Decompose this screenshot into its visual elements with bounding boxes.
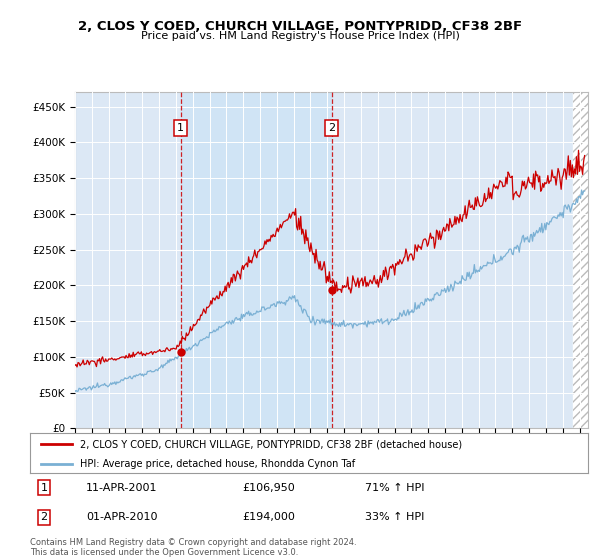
Text: £194,000: £194,000	[242, 512, 295, 522]
Text: 33% ↑ HPI: 33% ↑ HPI	[365, 512, 424, 522]
Text: HPI: Average price, detached house, Rhondda Cynon Taf: HPI: Average price, detached house, Rhon…	[80, 459, 355, 469]
Bar	[572, 92, 588, 428]
Text: 2: 2	[328, 123, 335, 133]
Text: 2, CLOS Y COED, CHURCH VILLAGE, PONTYPRIDD, CF38 2BF (detached house): 2, CLOS Y COED, CHURCH VILLAGE, PONTYPRI…	[80, 439, 463, 449]
Text: 2: 2	[40, 512, 47, 522]
Text: 2, CLOS Y COED, CHURCH VILLAGE, PONTYPRIDD, CF38 2BF: 2, CLOS Y COED, CHURCH VILLAGE, PONTYPRI…	[78, 20, 522, 32]
Text: 11-APR-2001: 11-APR-2001	[86, 483, 157, 493]
Bar	[572, 92, 588, 428]
Text: 1: 1	[40, 483, 47, 493]
Bar	[181, 92, 331, 428]
Text: 1: 1	[177, 123, 184, 133]
Text: Contains HM Land Registry data © Crown copyright and database right 2024.
This d: Contains HM Land Registry data © Crown c…	[30, 538, 356, 557]
Text: Price paid vs. HM Land Registry's House Price Index (HPI): Price paid vs. HM Land Registry's House …	[140, 31, 460, 41]
Text: 71% ↑ HPI: 71% ↑ HPI	[365, 483, 424, 493]
Text: 01-APR-2010: 01-APR-2010	[86, 512, 157, 522]
Text: £106,950: £106,950	[242, 483, 295, 493]
